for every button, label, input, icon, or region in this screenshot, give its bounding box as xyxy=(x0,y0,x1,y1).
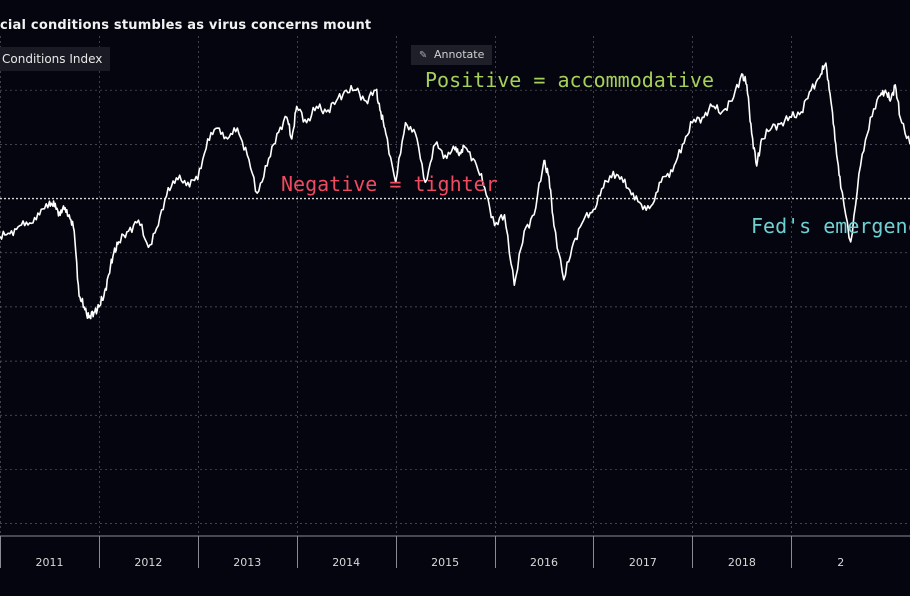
annotation-negative: Negative = tighter xyxy=(281,172,498,196)
annotate-button[interactable]: ✎ Annotate xyxy=(411,45,493,65)
x-tick-label: 2017 xyxy=(629,556,657,569)
series-line xyxy=(0,62,910,320)
annotation-positive: Positive = accommodative xyxy=(425,68,714,92)
x-tick-label: 2012 xyxy=(134,556,162,569)
series-layer xyxy=(0,62,910,320)
legend-label[interactable]: Conditions Index xyxy=(0,47,111,71)
annotation-fed: Fed's emergenc xyxy=(751,214,910,238)
grid-lines xyxy=(0,36,910,536)
pencil-icon: ✎ xyxy=(419,50,428,61)
x-tick-label: 2013 xyxy=(233,556,261,569)
x-tick-label: 2018 xyxy=(728,556,756,569)
chart-title: cial conditions stumbles as virus concer… xyxy=(0,18,372,33)
x-tick-label: 2011 xyxy=(35,556,63,569)
x-tick-label: 2 xyxy=(837,556,844,569)
x-tick-label: 2014 xyxy=(332,556,360,569)
x-tick-label: 2015 xyxy=(431,556,459,569)
x-tick-label: 2016 xyxy=(530,556,558,569)
x-axis: 2011 2012 2013 2014 2015 2016 2017 2018 2 xyxy=(0,535,910,569)
annotate-label: Annotate xyxy=(434,48,485,61)
